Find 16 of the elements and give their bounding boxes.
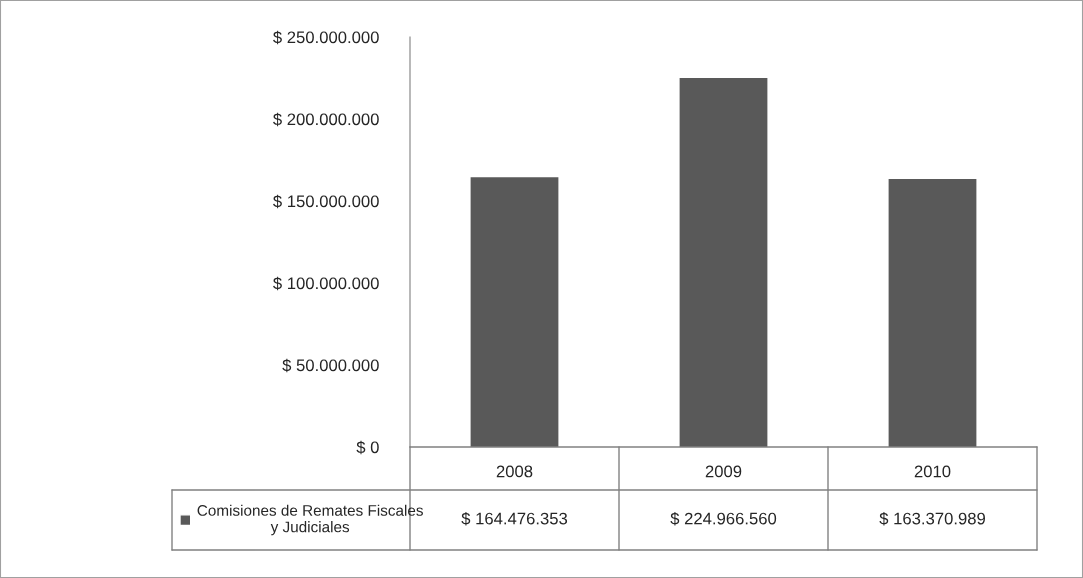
data-label: $ 164.476.353 [461,511,568,526]
bar [888,179,977,447]
data-label: $ 224.966.560 [670,511,777,526]
bar [679,78,768,447]
y-tick-label: $ 250.000.000 [273,30,379,45]
y-tick-label: $ 100.000.000 [273,276,379,291]
y-tick-label: $ 50.000.000 [282,358,379,373]
y-tick-label: $ 200.000.000 [273,112,379,127]
y-tick-label: $ 150.000.000 [273,194,379,209]
bar [470,177,559,447]
legend-label: Comisiones de Remates Fiscales y Judiciales [197,504,423,536]
x-tick-label: 2010 [914,465,951,478]
y-tick-label: $ 0 [356,440,379,455]
x-tick-label: 2008 [496,465,533,478]
data-label: $ 163.370.989 [879,511,986,526]
x-tick-label: 2009 [705,465,742,478]
